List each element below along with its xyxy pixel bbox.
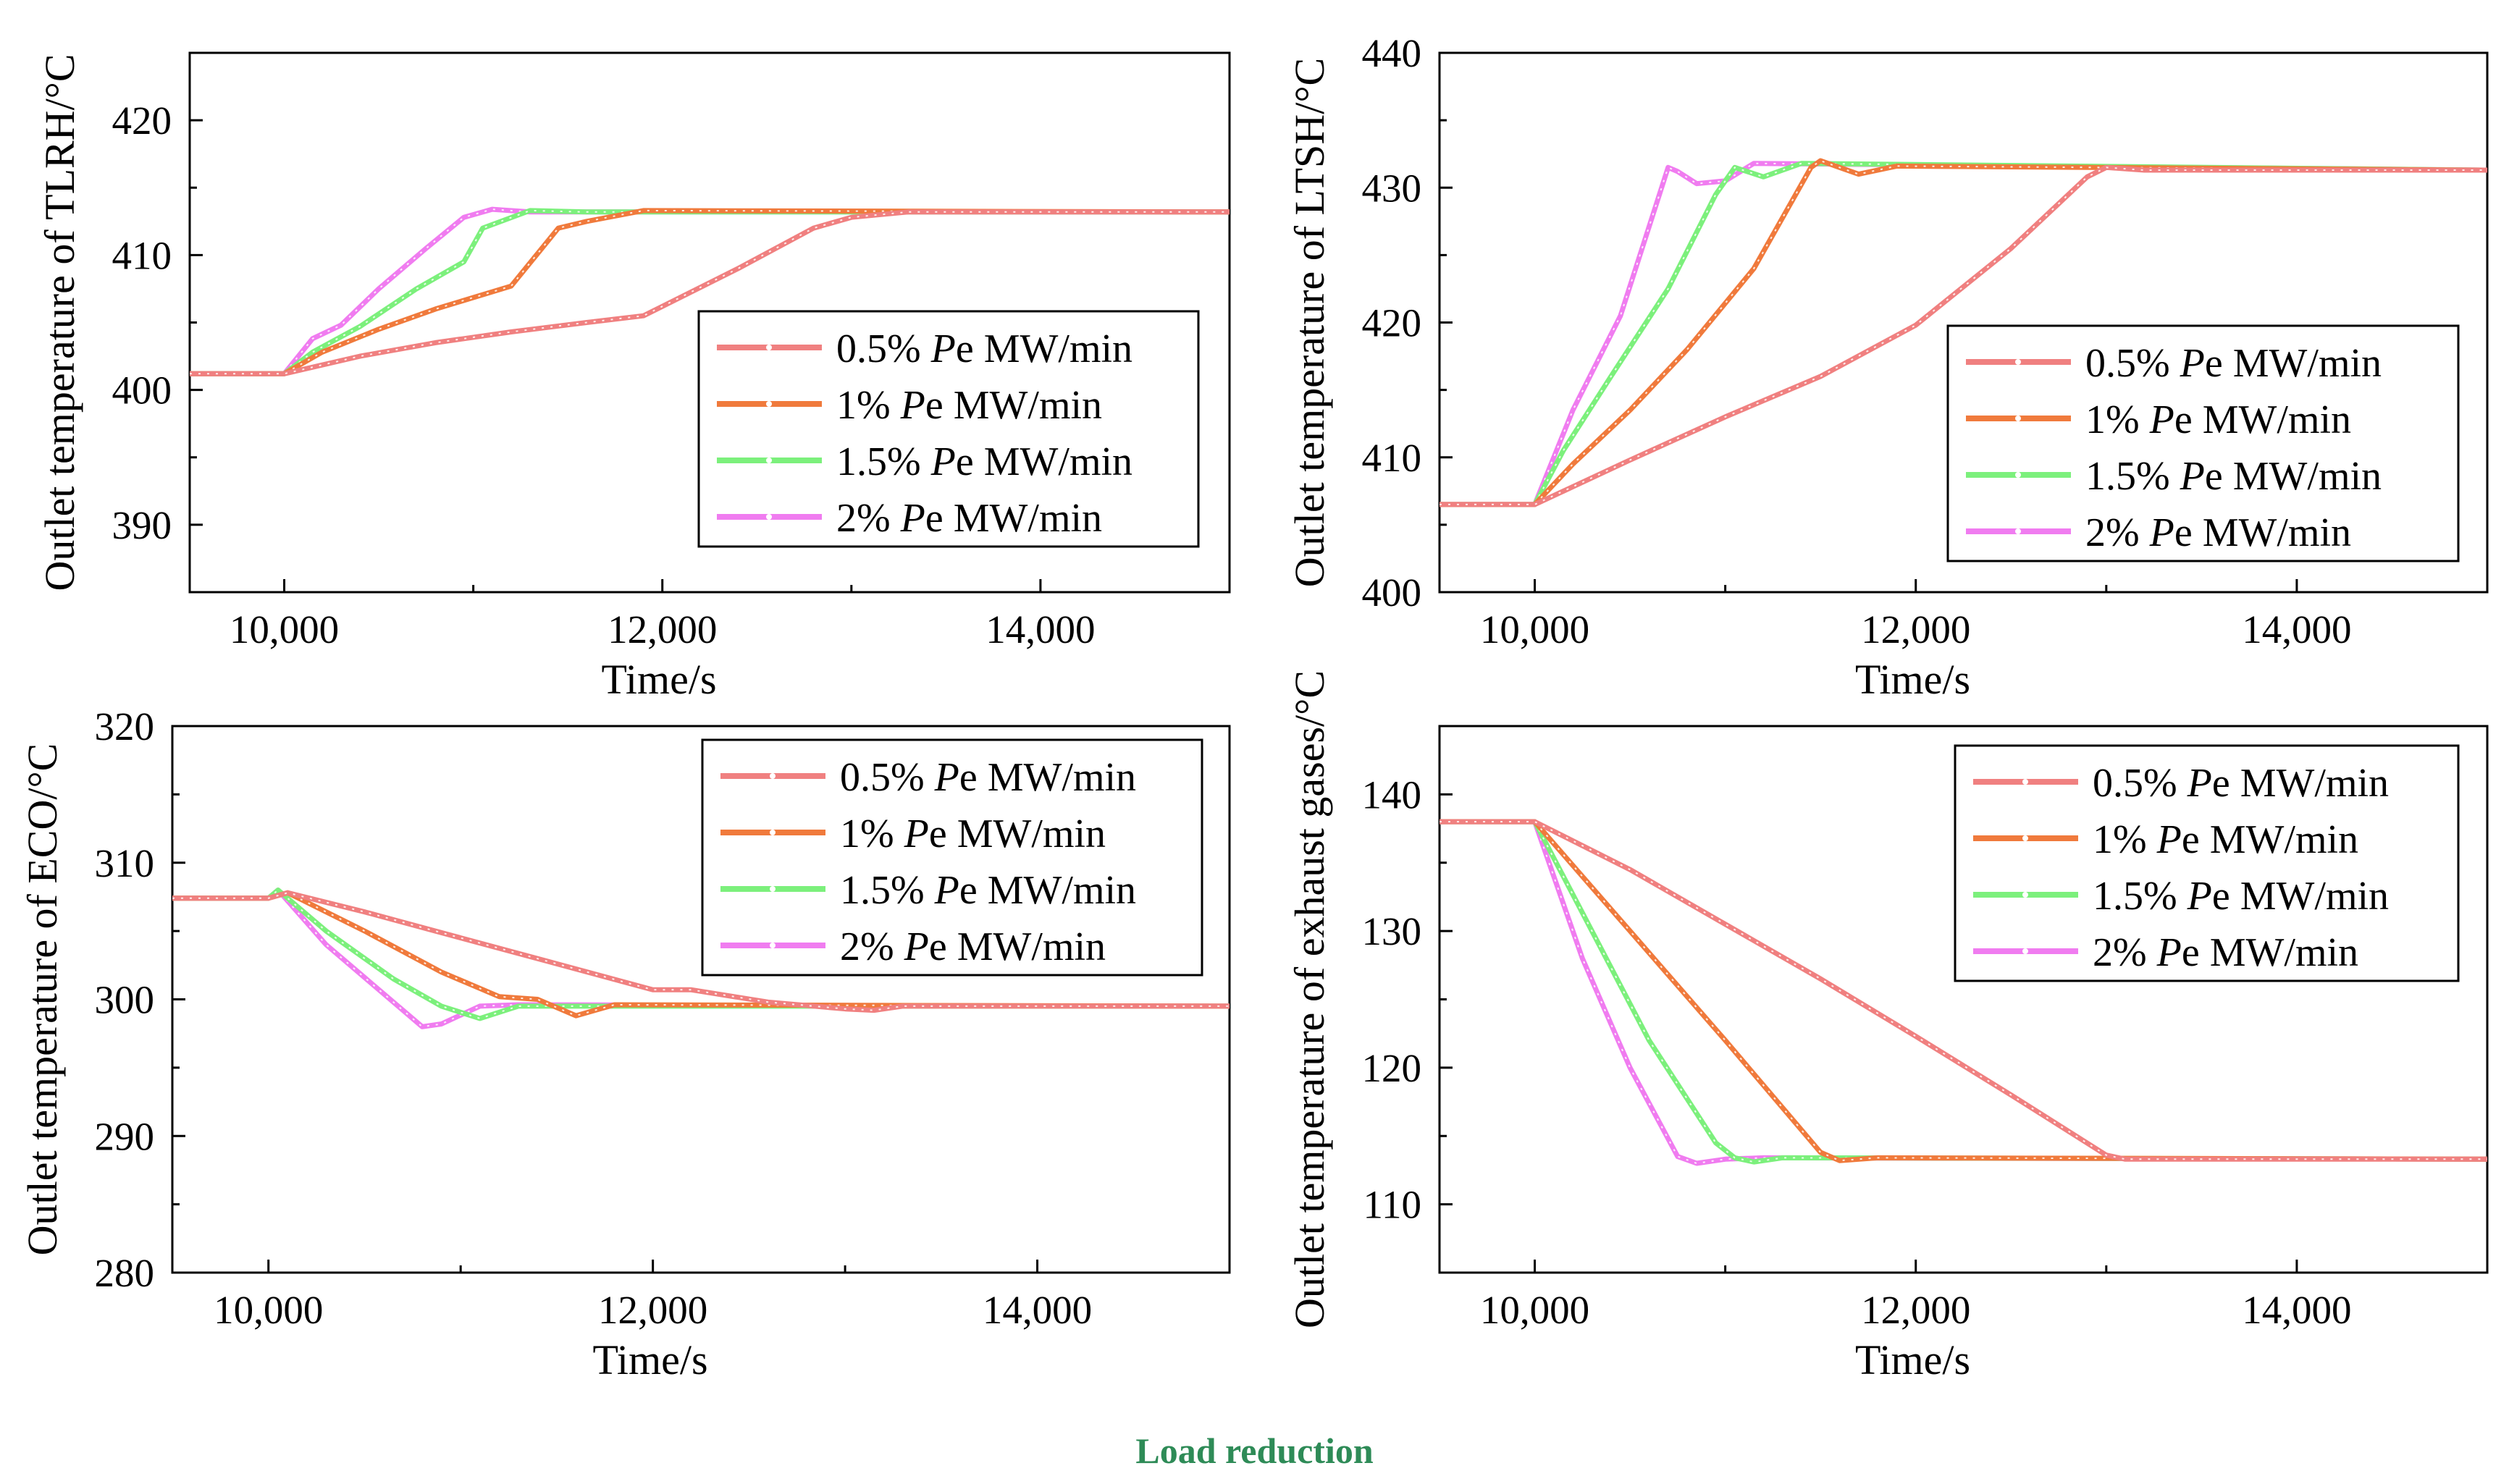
series-markers-1% [190,209,1230,375]
legend-box [1946,324,2460,562]
y-tick-label: 140 [1362,772,1422,817]
legend-label-1.5%: 1.5% Pe MW/min [836,439,1132,484]
legend-swatch-marker [2022,835,2028,841]
x-tick-label: 12,000 [1861,1288,1970,1332]
x-tick-label: 14,000 [2242,607,2351,652]
legend-swatch-marker [2015,472,2021,478]
legend-swatch-marker [770,830,776,835]
legend-swatch-marker [2015,416,2021,421]
legend-label-0.5%: 0.5% Pe MW/min [840,755,1136,800]
legend-swatch-marker [770,943,776,948]
series-line-1% [1440,819,2488,1163]
legend-label-0.5%: 0.5% Pe MW/min [2085,341,2382,386]
x-axis-title: Time/s [1855,1336,1970,1383]
y-tick-label: 280 [95,1251,155,1295]
x-tick-label: 12,000 [1861,607,1970,652]
y-tick-label: 430 [1362,166,1422,210]
x-tick-label: 10,000 [230,607,339,652]
legend-label-1%: 1% Pe MW/min [2085,397,2351,442]
y-tick-label: 120 [1362,1046,1422,1090]
y-axis-title: Outlet temperature of exhaust gases/°C [1286,670,1333,1328]
y-tick-label: 390 [112,503,172,547]
legend: 0.5% Pe MW/min 1% Pe MW/min 1.5% Pe MW/min… [1954,744,2460,982]
y-tick-label: 420 [1362,301,1422,345]
x-tick-label: 14,000 [985,607,1095,652]
y-tick-label: 320 [95,704,155,749]
series-markers-1.5% [190,209,1230,375]
legend-label-0.5%: 0.5% Pe MW/min [2093,761,2389,806]
series-line-0.5% [190,209,1230,376]
x-tick-label: 12,000 [598,1288,707,1332]
series-markers-0.5% [1440,166,2487,505]
legend-swatch-marker [2022,779,2028,785]
series-markers-2% [190,208,1230,375]
y-tick-label: 440 [1362,31,1422,75]
legend-swatch-marker [2015,359,2021,365]
series-markers-1.5% [172,889,1230,1019]
series-markers-1% [1440,159,2488,505]
legend-swatch-marker [770,773,776,779]
series-line-1.5% [1440,819,2488,1165]
legend-box [697,310,1200,548]
y-axis-title: Outlet temperature of ECO/°C [19,743,66,1256]
chart-panel-1: 10,000 12,000 14,000 390 400 410 420 Time/s Outl… [36,51,1231,703]
legend-box [701,738,1203,977]
legend-label-1%: 1% Pe MW/min [2093,817,2358,862]
x-axis-title: Time/s [1855,656,1970,703]
x-tick-label: 10,000 [1480,1288,1589,1332]
legend-label-2%: 2% Pe MW/min [2085,510,2351,555]
legend-swatch-marker [770,886,776,892]
y-tick-label: 400 [112,368,172,413]
y-tick-label: 110 [1363,1183,1421,1227]
x-tick-label: 12,000 [608,607,717,652]
legend: 0.5% Pe MW/min 1% Pe MW/min 1.5% Pe MW/min… [697,310,1200,548]
y-tick-label: 410 [112,233,172,277]
legend-label-0.5%: 0.5% Pe MW/min [836,326,1132,371]
series-line-2% [1440,819,2488,1166]
series-line-2% [1440,161,2488,507]
chart-panel-4: 10,000 12,000 14,000 110 120 130 140 Time/s Outl… [1286,670,2489,1383]
x-axis-title: Time/s [601,656,716,703]
legend-label-1.5%: 1.5% Pe MW/min [2093,874,2389,919]
y-tick-label: 300 [95,978,155,1022]
legend-swatch-marker [766,345,772,350]
legend-label-1.5%: 1.5% Pe MW/min [840,868,1136,913]
x-tick-label: 10,000 [214,1288,323,1332]
legend-label-1%: 1% Pe MW/min [840,811,1106,856]
y-tick-label: 410 [1362,436,1422,480]
series-line-1.5% [1440,161,2488,507]
y-tick-label: 310 [95,841,155,885]
y-tick-label: 400 [1362,570,1422,615]
figure-caption: Load reduction [1135,1430,1374,1471]
legend: 0.5% Pe MW/min 1% Pe MW/min 1.5% Pe MW/min… [1946,324,2460,562]
legend-swatch-marker [2022,948,2028,954]
x-tick-label: 10,000 [1480,607,1589,652]
series-markers-0.5% [1440,821,2487,1160]
y-tick-label: 420 [112,98,172,143]
legend-swatch-marker [2015,528,2021,534]
legend-label-2%: 2% Pe MW/min [840,924,1106,969]
x-tick-label: 14,000 [983,1288,1092,1332]
legend-label-2%: 2% Pe MW/min [836,496,1102,541]
x-tick-label: 14,000 [2242,1288,2351,1332]
chart-panel-2: 10,000 12,000 14,000 400 410 420 430 440 Time/s O… [1286,31,2489,703]
legend-label-1%: 1% Pe MW/min [836,383,1102,428]
x-axis-title: Time/s [592,1336,707,1383]
chart-panel-3: 10,000 12,000 14,000 280 290 300 310 320 Time/s O… [19,704,1231,1383]
legend: 0.5% Pe MW/min 1% Pe MW/min 1.5% Pe MW/min… [701,738,1203,977]
legend-swatch-marker [2022,892,2028,898]
y-axis-title: Outlet temperature of LTSH/°C [1286,58,1333,587]
legend-swatch-marker [766,401,772,407]
y-axis-title: Outlet temperature of TLRH/°C [36,54,83,591]
y-tick-label: 130 [1362,909,1422,953]
legend-box [1954,744,2460,982]
legend-swatch-marker [766,514,772,520]
legend-swatch-marker [766,458,772,463]
series-line-0.5% [172,890,1230,1013]
y-tick-label: 290 [95,1114,155,1158]
legend-label-2%: 2% Pe MW/min [2093,930,2358,975]
legend-label-1.5%: 1.5% Pe MW/min [2085,454,2382,499]
